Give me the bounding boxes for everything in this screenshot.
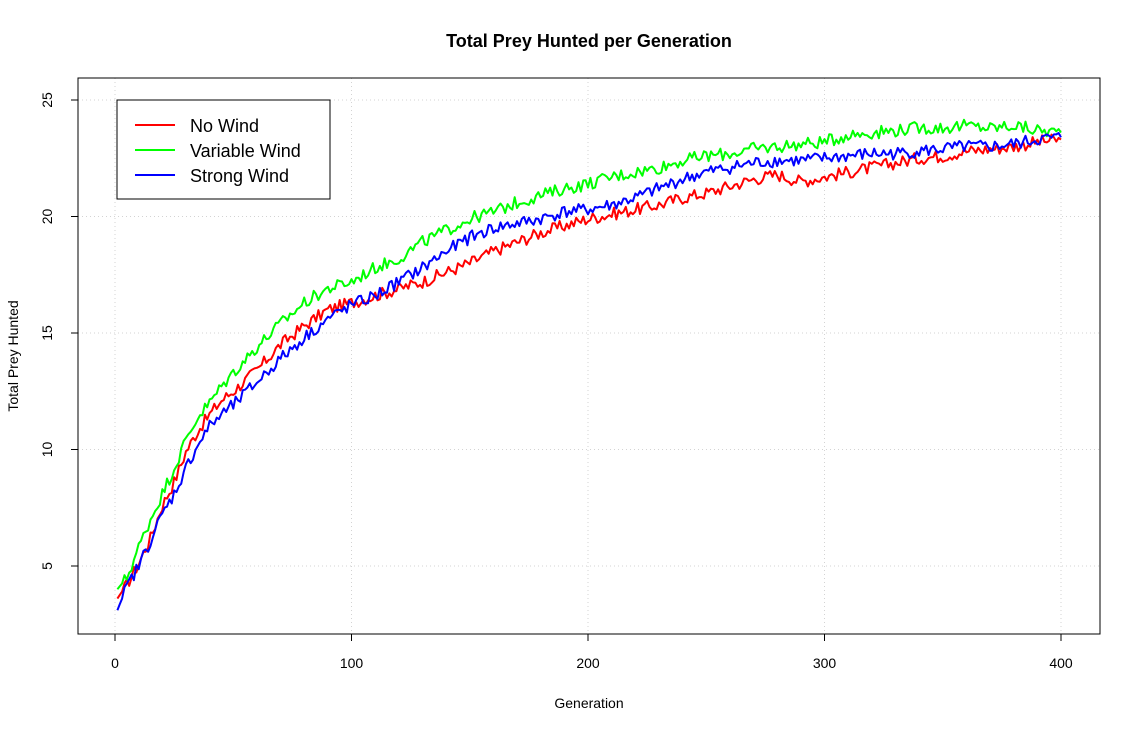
x-axis: 0 100 200 300 400 [111,633,1073,671]
y-tick-label: 10 [39,442,55,458]
x-tick-label: 300 [813,655,837,671]
x-tick-label: 200 [576,655,600,671]
x-tick-label: 0 [111,655,119,671]
y-tick-label: 25 [39,92,55,108]
y-tick-label: 15 [39,325,55,341]
legend-label: Variable Wind [190,141,301,161]
x-tick-label: 100 [340,655,364,671]
series-line-strong-wind [116,132,1062,611]
x-tick-label: 400 [1049,655,1073,671]
chart-title: Total Prey Hunted per Generation [446,31,732,51]
y-tick-label: 20 [39,209,55,225]
series-line-no-wind [116,133,1062,600]
legend-label: Strong Wind [190,166,289,186]
grid [78,78,1100,634]
legend-label: No Wind [190,116,259,136]
y-axis: 5 10 15 20 25 [39,92,79,570]
series-lines [116,118,1062,611]
series-line-variable-wind [116,118,1062,590]
legend-box [116,99,331,200]
y-axis-label: Total Prey Hunted [5,300,21,411]
y-tick-label: 5 [39,562,55,570]
legend: No Wind Variable Wind Strong Wind [116,99,331,200]
x-axis-label: Generation [554,695,623,711]
